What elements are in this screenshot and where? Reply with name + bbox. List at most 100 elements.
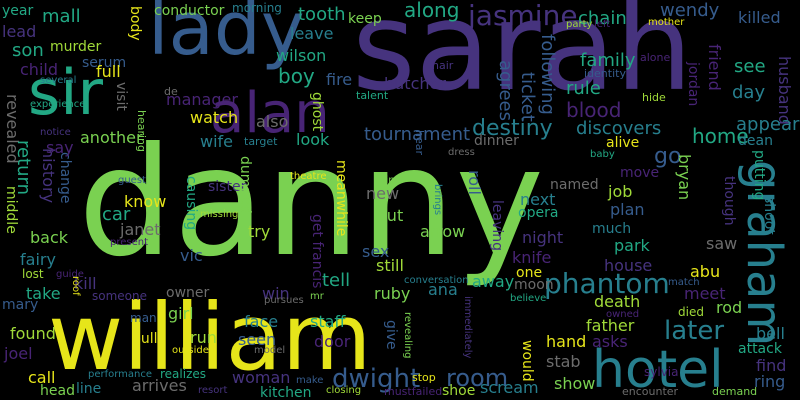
word: return: [13, 140, 34, 196]
word: guest: [118, 175, 146, 186]
word: wendy: [660, 0, 720, 21]
word: conversation: [404, 275, 469, 286]
word: discovers: [576, 118, 662, 139]
word: talent: [356, 89, 389, 102]
word: sir: [28, 56, 104, 129]
word: much: [592, 221, 632, 237]
word: morning: [232, 1, 282, 15]
word: would: [519, 340, 535, 382]
word: take: [26, 284, 61, 303]
word: lady: [148, 0, 305, 72]
word: scream: [480, 378, 539, 397]
word: revealing: [402, 312, 413, 359]
word: stab: [546, 352, 581, 371]
word: car: [102, 204, 131, 225]
word: keep: [348, 11, 382, 27]
word: chain: [578, 8, 627, 29]
word: though: [721, 176, 737, 226]
word: conductor: [154, 3, 225, 19]
word: seen: [238, 330, 277, 349]
word: get francis: [309, 214, 325, 289]
word: outside: [172, 345, 209, 356]
word: friend: [705, 44, 724, 91]
word: back: [30, 228, 69, 247]
word: child: [20, 60, 58, 79]
word: serum: [82, 55, 127, 71]
word: butcher: [384, 74, 446, 93]
word: husband: [775, 56, 794, 125]
word: lost: [22, 267, 44, 281]
word: target: [244, 135, 278, 148]
word: go: [654, 144, 682, 169]
word: alan: [210, 81, 330, 146]
word: ghost: [309, 92, 325, 132]
word: joel: [4, 344, 33, 363]
word: wilson: [276, 46, 327, 65]
word: job: [608, 182, 633, 201]
word: wife: [200, 132, 234, 151]
word: experience: [30, 99, 86, 110]
word: death: [594, 292, 641, 311]
word: william: [48, 284, 372, 391]
word: also: [256, 112, 289, 131]
word: see: [734, 56, 766, 77]
word: pull: [132, 331, 158, 347]
word: rule: [566, 78, 601, 99]
word: find: [756, 356, 787, 375]
word: destiny: [472, 116, 553, 141]
word: theatre: [290, 171, 327, 182]
word: left: [594, 19, 611, 30]
word: saw: [706, 234, 738, 253]
word: revealed: [3, 94, 22, 164]
word: night: [522, 228, 564, 247]
word: appears: [736, 114, 800, 135]
word: dean: [738, 133, 773, 149]
word: performance: [88, 369, 153, 380]
word: ring: [754, 372, 786, 391]
word: look: [296, 130, 330, 149]
word: putting: [751, 150, 767, 201]
word: watch: [190, 108, 239, 127]
word: brings: [432, 184, 443, 216]
word: stop: [412, 371, 436, 384]
word: janet: [120, 220, 161, 239]
word: graham: [736, 160, 792, 347]
word: man: [130, 311, 157, 325]
word: body: [127, 6, 143, 41]
word: say: [46, 138, 74, 157]
word: one: [516, 265, 543, 281]
word: sylvia: [644, 365, 679, 379]
word: hearing: [135, 110, 148, 153]
word: asks: [592, 332, 628, 351]
word: house: [604, 256, 653, 275]
word: immediately: [462, 296, 473, 359]
word: murder: [50, 39, 102, 55]
word: notice: [40, 127, 71, 138]
word: girl: [168, 304, 194, 323]
word: win: [262, 284, 290, 303]
word: identity: [584, 67, 626, 80]
word: new: [366, 184, 400, 203]
word: shoe: [442, 383, 476, 399]
word: found: [10, 324, 56, 343]
word: move: [620, 165, 660, 181]
word: plan: [610, 200, 645, 219]
word: causing: [183, 176, 199, 231]
word: following: [537, 34, 558, 115]
word: closing: [326, 385, 362, 396]
word: roof: [70, 276, 81, 296]
word: arrives: [132, 376, 187, 395]
word: arrow: [420, 222, 466, 241]
word: rod: [716, 298, 743, 317]
word: ruby: [374, 284, 411, 303]
word: realizes: [160, 367, 207, 381]
word: manager: [166, 90, 238, 109]
word: father: [586, 316, 635, 335]
word: boy: [278, 64, 315, 88]
word: hotel: [592, 340, 724, 400]
word: meanwhile: [333, 160, 349, 237]
word: son: [12, 40, 44, 61]
word: staff: [310, 312, 346, 331]
word: home: [692, 124, 749, 148]
word: park: [614, 236, 650, 255]
